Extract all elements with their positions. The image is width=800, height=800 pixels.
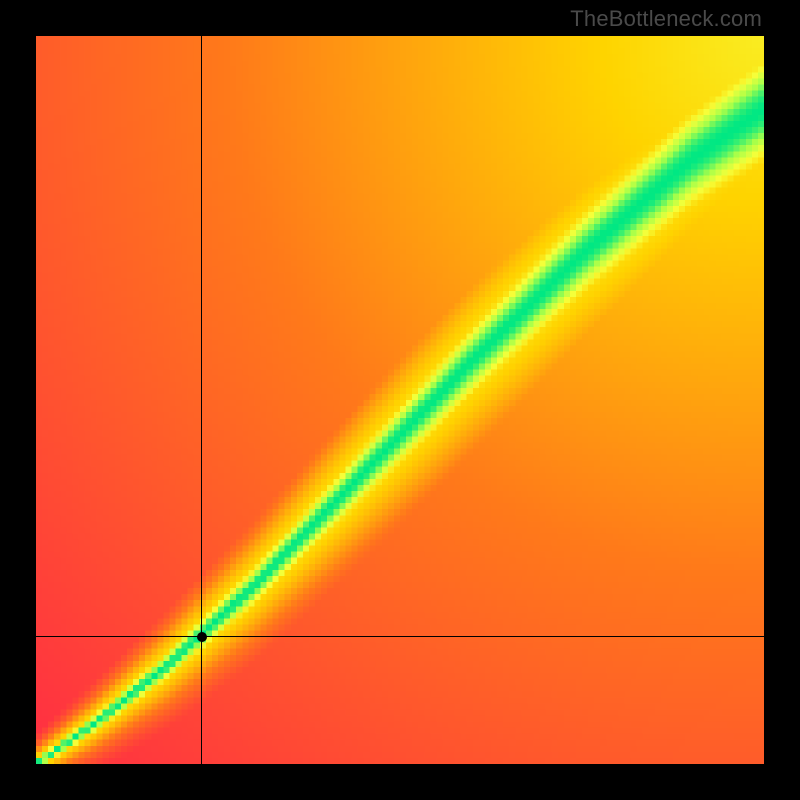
watermark-text: TheBottleneck.com xyxy=(570,6,762,32)
crosshair-horizontal xyxy=(36,636,764,637)
chart-stage: TheBottleneck.com xyxy=(0,0,800,800)
selection-marker[interactable] xyxy=(197,632,207,642)
crosshair-vertical xyxy=(201,36,202,764)
heatmap-canvas xyxy=(36,36,764,764)
plot-area xyxy=(36,36,764,764)
